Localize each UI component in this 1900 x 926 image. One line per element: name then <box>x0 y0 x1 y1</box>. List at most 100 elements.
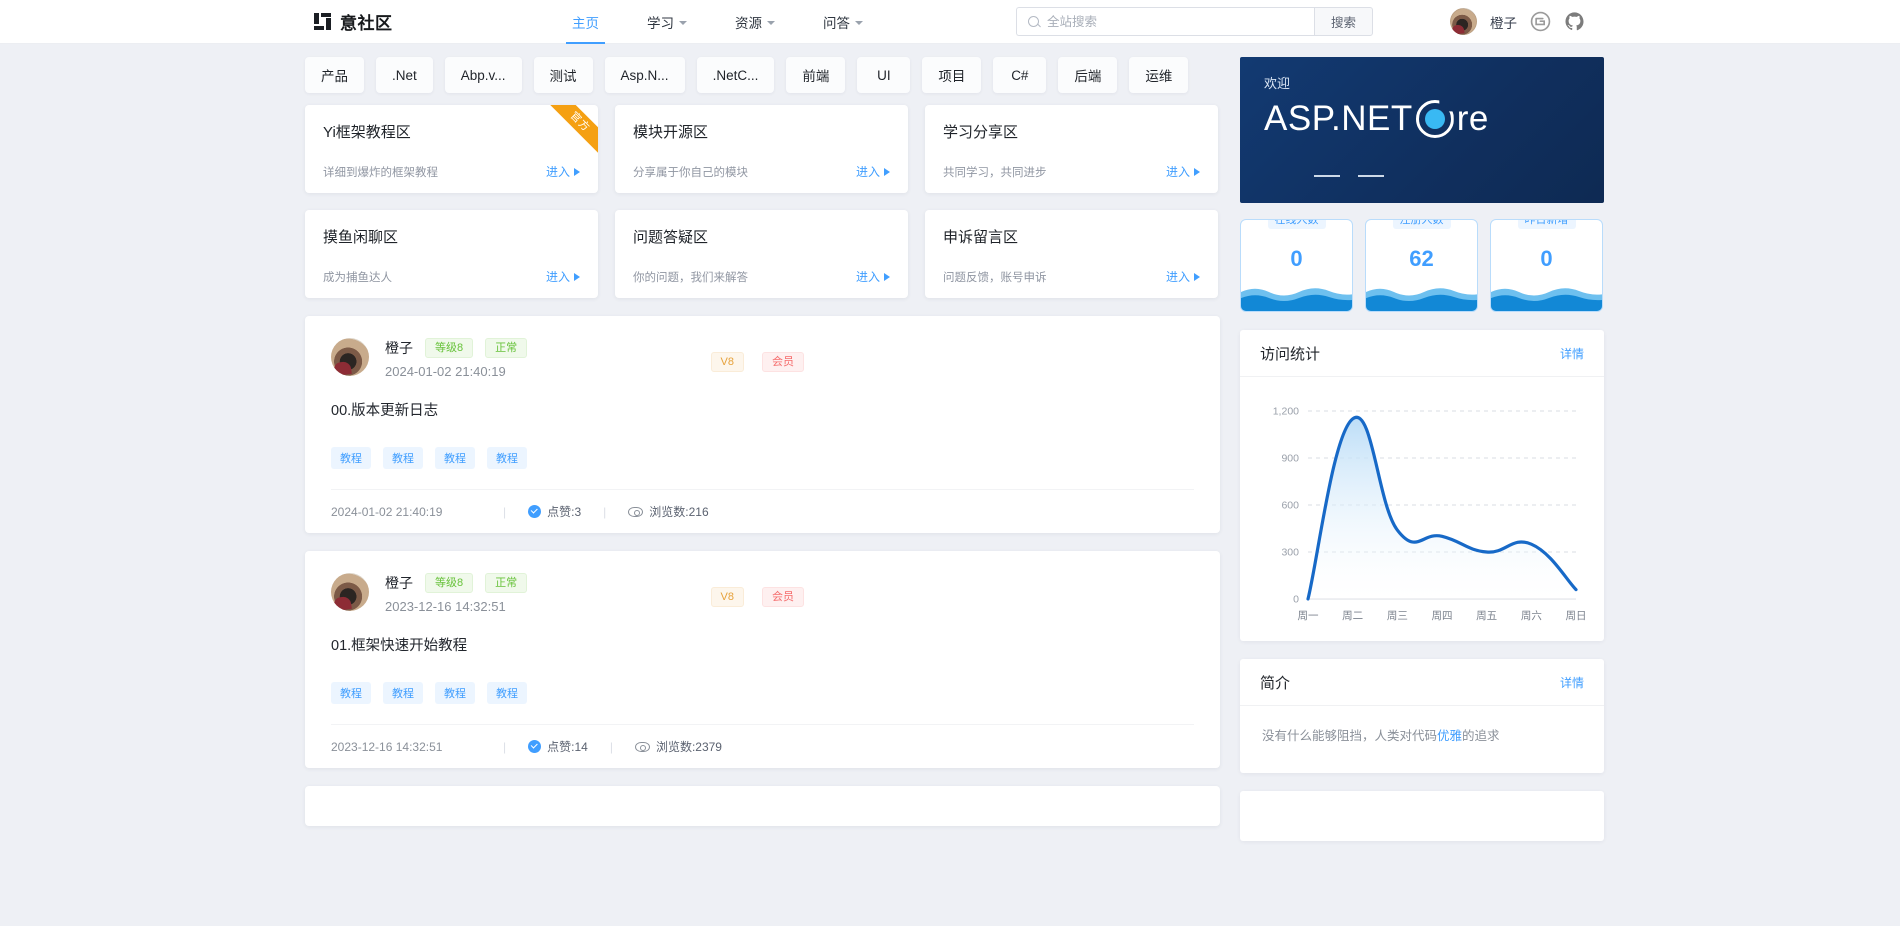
search-button[interactable]: 搜索 <box>1314 7 1374 36</box>
panel-more-link[interactable]: 详情 <box>1559 675 1584 690</box>
svg-text:周一: 周一 <box>1298 610 1320 622</box>
svg-text:周五: 周五 <box>1476 610 1497 622</box>
view-count: 浏览数:2379 <box>634 738 722 755</box>
intro-panel: 简介 详情 没有什么能够阻挡，人类对代码优雅的追求 <box>1240 659 1604 774</box>
zone-card[interactable]: 问题答疑区 你的问题，我们来解答 进入 <box>615 210 908 298</box>
brand-name: 意社区 <box>340 14 393 33</box>
status-badge: 正常 <box>485 573 528 593</box>
arrow-right-icon <box>884 272 890 281</box>
stat-label: 昨日新增 <box>1517 220 1576 229</box>
category-chip[interactable]: C# <box>993 57 1047 93</box>
post-tag[interactable]: 教程 <box>435 447 475 469</box>
category-chip[interactable]: .Net <box>376 57 433 93</box>
avatar[interactable] <box>1450 8 1477 35</box>
avatar[interactable] <box>331 573 369 611</box>
zone-desc: 你的问题，我们来解答 <box>633 271 748 284</box>
like-icon <box>528 740 542 753</box>
category-chip[interactable]: 测试 <box>533 57 593 93</box>
post-tag[interactable]: 教程 <box>487 682 527 704</box>
post-card[interactable]: 橙子 等级8 正常 2023-12-16 14:32:51 V8 会员 01.框… <box>305 551 1220 768</box>
post-tag[interactable]: 教程 <box>487 447 527 469</box>
svg-text:900: 900 <box>1281 453 1299 465</box>
post-tag[interactable]: 教程 <box>331 447 371 469</box>
divider: | <box>603 504 607 519</box>
nav-item-home[interactable]: 主页 <box>548 0 623 44</box>
main-area: 产品 .Net Abp.v... 测试 Asp.N... .NetC... 前端… <box>0 44 1900 926</box>
zone-card[interactable]: 官方 Yi框架教程区 详细到爆炸的框架教程 进入 <box>305 105 598 193</box>
zone-enter-label: 进入 <box>855 165 880 179</box>
zone-enter-link[interactable]: 进入 <box>1166 163 1200 180</box>
category-chip[interactable]: UI <box>857 57 911 93</box>
wave-decoration <box>1366 288 1477 311</box>
post-title[interactable]: 00.版本更新日志 <box>331 403 439 419</box>
post-card-partial[interactable] <box>305 786 1220 826</box>
category-chip-bar: 产品 .Net Abp.v... 测试 Asp.N... .NetC... 前端… <box>305 44 1220 105</box>
stat-card-registered: 注册人数 62 <box>1365 219 1478 312</box>
panel-title: 简介 <box>1260 674 1291 692</box>
like-icon <box>528 505 542 518</box>
chevron-down-icon <box>855 20 863 25</box>
zone-card[interactable]: 摸鱼闲聊区 成为捕鱼达人 进入 <box>305 210 598 298</box>
brand-logo[interactable]: 意社区 <box>314 9 393 34</box>
promo-banner[interactable]: 欢迎 ASP.NET re <box>1240 57 1604 203</box>
zone-enter-link[interactable]: 进入 <box>546 268 580 285</box>
level-badge: 等级8 <box>425 338 474 358</box>
nav-label: 主页 <box>572 15 599 31</box>
main-nav: 主页 学习 资源 问答 <box>548 0 887 44</box>
post-time: 2023-12-16 14:32:51 <box>385 599 506 614</box>
banner-decoration <box>1314 175 1384 177</box>
category-chip[interactable]: 前端 <box>786 57 846 93</box>
like-label: 点赞:3 <box>547 505 582 519</box>
panel-partial <box>1240 791 1604 842</box>
category-chip[interactable]: 后端 <box>1058 57 1118 93</box>
panel-more-link[interactable]: 详情 <box>1559 346 1584 361</box>
arrow-right-icon <box>1194 167 1200 176</box>
search-box[interactable] <box>1016 7 1314 36</box>
category-chip[interactable]: 产品 <box>305 57 364 93</box>
nav-item-resources[interactable]: 资源 <box>711 0 799 44</box>
view-count: 浏览数:216 <box>628 503 709 520</box>
github-icon[interactable] <box>1564 11 1585 32</box>
arrow-right-icon <box>1194 272 1200 281</box>
like-count[interactable]: 点赞:3 <box>528 503 581 520</box>
search-input[interactable] <box>1047 14 1303 29</box>
zone-enter-link[interactable]: 进入 <box>856 163 890 180</box>
category-chip[interactable]: Abp.v... <box>444 57 522 93</box>
nav-item-study[interactable]: 学习 <box>623 0 711 44</box>
chevron-down-icon <box>767 20 775 25</box>
post-title[interactable]: 01.框架快速开始教程 <box>331 638 468 654</box>
vip-badge: V8 <box>710 587 744 607</box>
category-chip[interactable]: 项目 <box>922 57 982 93</box>
zone-enter-label: 进入 <box>855 270 880 284</box>
nav-item-qa[interactable]: 问答 <box>799 0 887 44</box>
zone-card[interactable]: 学习分享区 共同学习，共同进步 进入 <box>925 105 1218 193</box>
category-chip[interactable]: .NetC... <box>696 57 775 93</box>
zone-card[interactable]: 模块开源区 分享属于你自己的模块 进入 <box>615 105 908 193</box>
post-card[interactable]: 橙子 等级8 正常 2024-01-02 21:40:19 V8 会员 00.版… <box>305 316 1220 533</box>
post-author: 橙子 <box>385 340 413 356</box>
stat-label: 注册人数 <box>1392 220 1451 229</box>
panel-title: 访问统计 <box>1260 345 1321 363</box>
post-footer-date: 2024-01-02 21:40:19 <box>331 504 443 519</box>
avatar[interactable] <box>331 338 369 376</box>
svg-text:周六: 周六 <box>1521 610 1542 622</box>
zone-title: 问题答疑区 <box>633 229 709 246</box>
zone-enter-link[interactable]: 进入 <box>546 163 580 180</box>
post-tag[interactable]: 教程 <box>383 447 423 469</box>
post-tag[interactable]: 教程 <box>383 682 423 704</box>
zone-enter-label: 进入 <box>1165 165 1190 179</box>
zone-title: 模块开源区 <box>633 124 709 141</box>
search-icon <box>1028 16 1039 27</box>
zone-enter-link[interactable]: 进入 <box>1166 268 1200 285</box>
gitee-icon[interactable] <box>1530 11 1551 32</box>
category-chip[interactable]: 运维 <box>1129 57 1189 93</box>
view-label: 浏览数:2379 <box>655 740 722 754</box>
zone-card[interactable]: 申诉留言区 问题反馈，账号申诉 进入 <box>925 210 1218 298</box>
category-chip[interactable]: Asp.N... <box>604 57 685 93</box>
post-tag[interactable]: 教程 <box>331 682 371 704</box>
post-time: 2024-01-02 21:40:19 <box>385 364 506 379</box>
svg-text:1,200: 1,200 <box>1273 406 1299 418</box>
like-count[interactable]: 点赞:14 <box>528 738 588 755</box>
post-tag[interactable]: 教程 <box>435 682 475 704</box>
zone-enter-link[interactable]: 进入 <box>856 268 890 285</box>
